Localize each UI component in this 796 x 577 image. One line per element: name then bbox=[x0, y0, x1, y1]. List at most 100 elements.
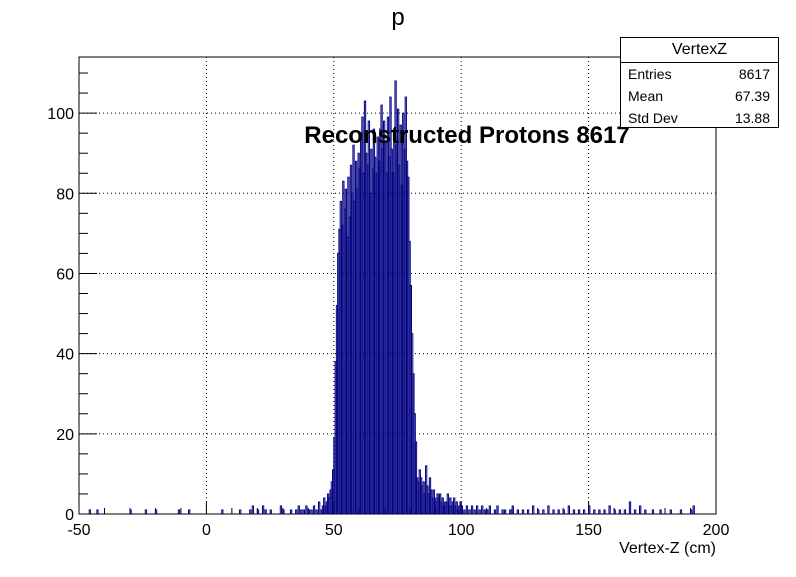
histogram-bin bbox=[446, 493, 449, 514]
histogram-bin bbox=[547, 505, 550, 514]
histogram-bin bbox=[496, 505, 499, 514]
histogram-bin bbox=[300, 509, 303, 514]
histogram-bin bbox=[478, 509, 481, 514]
histogram-bin bbox=[572, 509, 576, 514]
histogram-bin bbox=[532, 505, 535, 514]
histogram-bin bbox=[603, 509, 606, 514]
histogram-bin bbox=[269, 509, 272, 514]
y-tick-label: 20 bbox=[56, 427, 74, 444]
histogram-bin bbox=[315, 509, 318, 514]
histogram-bin bbox=[468, 509, 471, 514]
histogram-bin bbox=[463, 509, 466, 514]
stats-label: Entries bbox=[628, 66, 672, 82]
histogram-bin bbox=[239, 509, 242, 514]
histogram-bin bbox=[297, 505, 300, 514]
histogram-bin bbox=[251, 505, 255, 514]
histogram-bin bbox=[557, 509, 560, 514]
histogram-bin bbox=[690, 509, 693, 514]
histogram-bin bbox=[577, 509, 581, 514]
histogram-bin bbox=[475, 505, 479, 514]
histogram-bin bbox=[481, 505, 484, 514]
x-tick-label: -50 bbox=[67, 522, 90, 539]
histogram-bin bbox=[261, 505, 265, 514]
histogram-bin bbox=[460, 505, 463, 514]
histogram-bin bbox=[598, 509, 601, 514]
histogram-bin bbox=[552, 509, 555, 514]
histogram-bin bbox=[628, 501, 632, 514]
stats-row-entries: Entries 8617 bbox=[621, 63, 778, 85]
histogram-bin bbox=[588, 505, 591, 514]
y-tick-label: 100 bbox=[47, 106, 74, 123]
histogram-bin bbox=[256, 509, 260, 514]
annotation-text: Reconstructed Protons 8617 bbox=[304, 122, 629, 149]
histogram-bin bbox=[295, 509, 298, 514]
stats-label: Mean bbox=[628, 88, 664, 104]
histogram-bin bbox=[526, 509, 530, 514]
stats-value: 67.39 bbox=[734, 88, 770, 104]
stats-value: 13.88 bbox=[734, 110, 770, 126]
histogram-bin bbox=[302, 509, 305, 514]
stats-box: VertexZ Entries 8617 Mean 67.39 Std Dev … bbox=[620, 37, 779, 128]
x-tick-labels: -50 0 50 100 150 200 bbox=[67, 522, 729, 539]
histogram-bin bbox=[583, 509, 586, 514]
histogram-bin bbox=[509, 509, 512, 514]
histogram-bin bbox=[623, 509, 627, 514]
x-tick-label: 200 bbox=[703, 522, 730, 539]
histogram-bin bbox=[310, 509, 313, 514]
histogram-bin bbox=[542, 509, 545, 514]
histogram-bin bbox=[521, 509, 525, 514]
histogram-bin bbox=[96, 509, 99, 514]
vertical-grid bbox=[205, 57, 590, 514]
histogram-bin bbox=[289, 509, 293, 514]
histogram-bin bbox=[88, 509, 91, 514]
histogram-bin bbox=[486, 509, 489, 514]
histogram-bin bbox=[307, 509, 311, 514]
y-tick-label: 60 bbox=[56, 266, 74, 283]
y-tick-labels: 0 20 40 60 80 100 bbox=[47, 106, 74, 524]
histogram-bin bbox=[493, 509, 497, 514]
x-tick-label: 50 bbox=[325, 522, 343, 539]
histogram-bin bbox=[473, 509, 476, 514]
histogram-bin bbox=[692, 505, 695, 514]
chart-title: p bbox=[391, 4, 404, 31]
histogram-bin bbox=[465, 505, 469, 514]
x-tick-label: 100 bbox=[448, 522, 475, 539]
histogram-bin bbox=[593, 509, 596, 514]
histogram-bin bbox=[504, 509, 507, 514]
histogram-bin bbox=[501, 509, 504, 514]
histogram-bin bbox=[488, 505, 491, 514]
y-tick-label: 40 bbox=[56, 347, 74, 364]
histogram-bin bbox=[318, 501, 321, 514]
stats-label: Std Dev bbox=[628, 110, 678, 126]
histogram-bin bbox=[249, 509, 252, 514]
histogram-bin bbox=[144, 509, 148, 514]
x-tick-label: 150 bbox=[575, 522, 602, 539]
histogram-bin bbox=[177, 509, 181, 514]
histogram-bin bbox=[221, 509, 224, 514]
histogram-bin bbox=[516, 509, 520, 514]
histogram-bin bbox=[312, 505, 316, 514]
histogram-bin bbox=[282, 509, 285, 514]
histogram-bin bbox=[633, 509, 637, 514]
histogram-bin bbox=[483, 509, 486, 514]
y-axis-ticks bbox=[79, 72, 97, 515]
histogram-bin bbox=[537, 509, 540, 514]
histogram-bin bbox=[679, 509, 683, 514]
y-tick-label: 0 bbox=[65, 507, 74, 524]
histogram-bin bbox=[154, 509, 158, 514]
histogram-bin bbox=[669, 509, 672, 514]
x-axis-label: Vertex-Z (cm) bbox=[619, 540, 716, 557]
histogram-bins bbox=[88, 80, 695, 514]
histogram-bin bbox=[562, 509, 565, 514]
x-tick-label: 0 bbox=[202, 522, 211, 539]
stats-row-mean: Mean 67.39 bbox=[621, 85, 778, 107]
stats-row-stddev: Std Dev 13.88 bbox=[621, 107, 778, 129]
histogram-bin bbox=[264, 509, 267, 514]
histogram-bin bbox=[618, 509, 621, 514]
histogram-bin bbox=[129, 509, 132, 514]
histogram-bin bbox=[613, 509, 616, 514]
y-tick-label: 80 bbox=[56, 186, 74, 203]
histogram-bin bbox=[659, 509, 662, 514]
histogram-bin bbox=[644, 509, 647, 514]
